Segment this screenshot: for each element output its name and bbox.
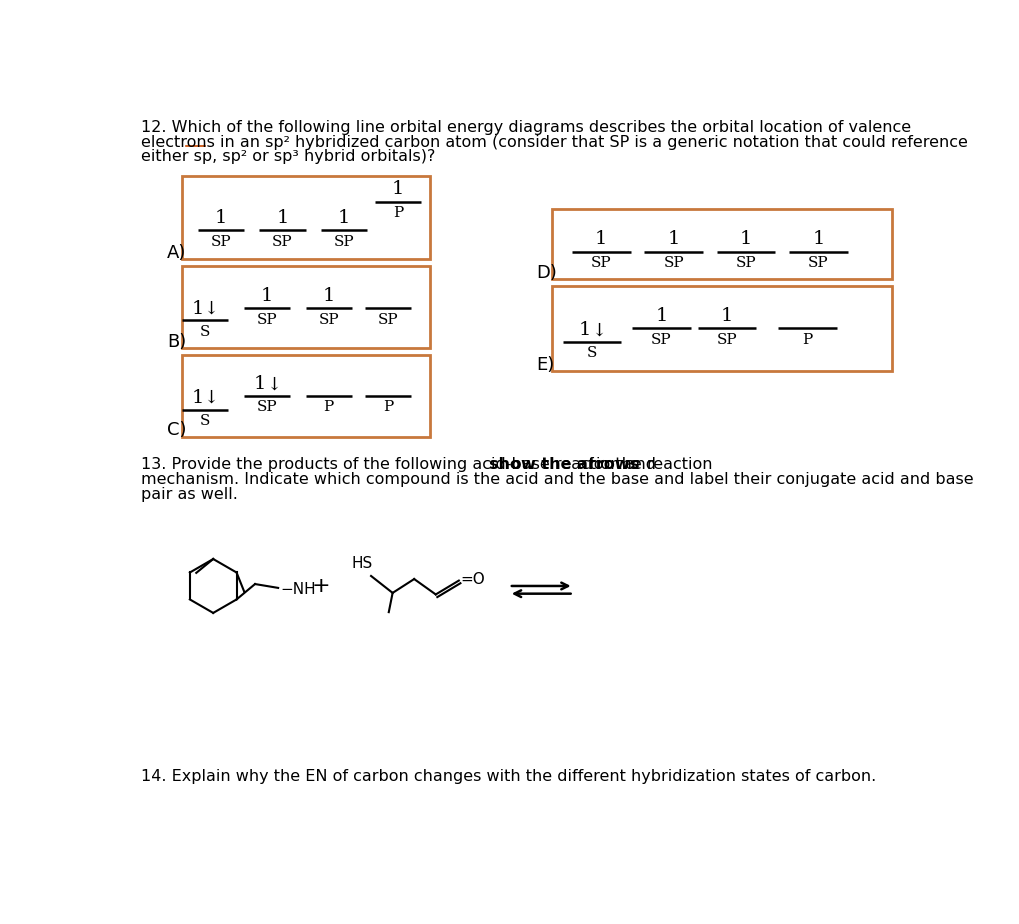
Text: 1: 1 (192, 389, 204, 407)
Text: either sp, sp² or sp³ hybrid orbitals)?: either sp, sp² or sp³ hybrid orbitals)? (141, 150, 435, 164)
Text: 1: 1 (215, 209, 227, 227)
Text: 1: 1 (192, 299, 204, 318)
Text: electrons in an sp² hybridized carbon atom (consider that SP is a generic notati: electrons in an sp² hybridized carbon at… (141, 135, 967, 150)
Text: SP: SP (318, 312, 338, 326)
Text: 1: 1 (594, 230, 607, 249)
Text: SP: SP (272, 235, 292, 249)
Text: P: P (323, 400, 333, 414)
Text: +: + (312, 576, 330, 596)
Text: 14. Explain why the EN of carbon changes with the different hybridization states: 14. Explain why the EN of carbon changes… (141, 769, 875, 784)
Text: SP: SP (807, 256, 827, 271)
Text: 1: 1 (261, 286, 273, 305)
Bar (551, 286, 892, 371)
Text: A): A) (167, 244, 186, 262)
Text: 1: 1 (811, 230, 823, 249)
Text: C): C) (167, 421, 186, 440)
Text: show the arrows: show the arrows (488, 457, 638, 472)
Text: B): B) (167, 333, 186, 351)
Text: SP: SP (333, 235, 354, 249)
Text: 1: 1 (337, 209, 350, 227)
Text: ↓: ↓ (265, 375, 280, 394)
Text: ↓: ↓ (590, 322, 605, 339)
Text: mechanism. Indicate which compound is the acid and the base and label their conj: mechanism. Indicate which compound is th… (141, 472, 972, 487)
Text: SP: SP (377, 312, 398, 326)
Text: D): D) (536, 263, 557, 282)
Bar (182, 355, 430, 437)
Text: SP: SP (662, 256, 684, 271)
Text: E): E) (536, 356, 554, 374)
Text: 1: 1 (391, 180, 404, 199)
Text: S: S (200, 325, 210, 339)
Text: P: P (382, 400, 392, 414)
Text: 1: 1 (322, 286, 334, 305)
Text: ↓: ↓ (203, 389, 218, 407)
Text: 12. Which of the following line orbital energy diagrams describes the orbital lo: 12. Which of the following line orbital … (141, 120, 910, 135)
Text: 1: 1 (579, 322, 591, 339)
Text: HS: HS (351, 556, 372, 571)
Text: SP: SP (715, 333, 737, 346)
Text: SP: SP (735, 256, 756, 271)
Text: S: S (200, 414, 210, 428)
Bar (182, 176, 430, 260)
Text: SP: SP (210, 235, 231, 249)
Text: P: P (802, 333, 812, 346)
Text: −NH: −NH (280, 582, 316, 597)
Text: P: P (392, 206, 403, 220)
Text: 1: 1 (654, 307, 666, 324)
Text: SP: SP (650, 333, 671, 346)
Text: 1: 1 (719, 307, 733, 324)
Text: SP: SP (257, 312, 277, 326)
Text: 13. Provide the products of the following acid-base reaction and: 13. Provide the products of the followin… (141, 457, 660, 472)
Text: 1: 1 (254, 375, 266, 394)
Text: =O: =O (460, 572, 485, 587)
Text: 1: 1 (666, 230, 680, 249)
Text: 1: 1 (276, 209, 288, 227)
Text: SP: SP (590, 256, 611, 271)
Text: 1: 1 (739, 230, 751, 249)
Bar (182, 266, 430, 348)
Text: SP: SP (257, 400, 277, 414)
Text: S: S (586, 346, 597, 360)
Text: for the reaction: for the reaction (582, 457, 711, 472)
Bar (551, 210, 892, 279)
Text: ↓: ↓ (203, 299, 218, 318)
Text: pair as well.: pair as well. (141, 487, 237, 502)
